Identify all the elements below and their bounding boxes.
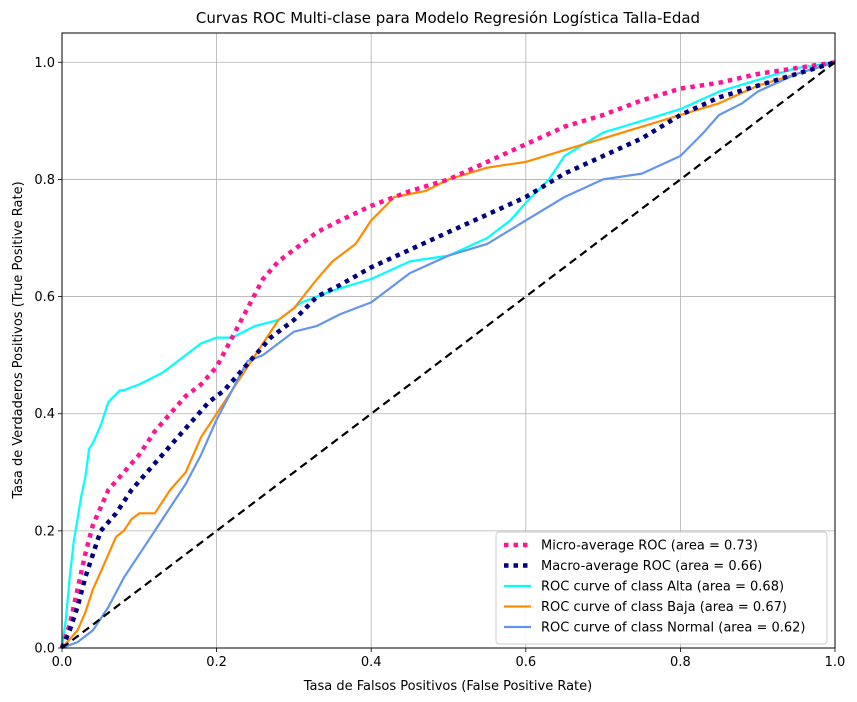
roc-curve-series-5 [61,61,836,649]
y-tick-label: 0.2 [34,524,55,539]
x-tick-label: 0.6 [515,655,536,670]
roc-curve-series-0 [59,60,836,649]
y-tick-label: 1.0 [34,56,55,71]
roc-curve-series-3 [61,61,836,649]
roc-curve-series-4 [61,61,836,650]
y-tick-label: 0.0 [34,642,55,657]
curves [59,60,836,650]
x-tick-label: 0.0 [52,655,73,670]
axis-ticks: 0.0 0.2 0.4 0.6 0.8 1.0 0.0 0.2 0.4 0.6 0.8 1.0 [34,56,845,670]
roc-curve-series-2 [60,61,836,649]
chart-title: Curvas ROC Multi-clase para Modelo Regre… [196,9,700,27]
roc-curve-series-1 [59,60,836,649]
x-tick-label: 0.4 [361,655,382,670]
legend-label: Micro-average ROC (area = 0.73) [541,539,758,554]
legend-label: ROC curve of class Baja (area = 0.67) [541,600,787,615]
legend-box [495,531,828,645]
y-tick-label: 0.8 [34,173,55,188]
legend: Micro-average ROC (area = 0.73) Macro-ave… [495,531,828,645]
y-tick-label: 0.6 [34,290,55,305]
plot-frame [61,32,836,649]
x-axis-label: Tasa de Falsos Positivos (False Positive… [303,679,592,694]
x-tick-label: 0.2 [206,655,227,670]
y-axis-label: Tasa de Verdaderos Positivos (True Posit… [11,181,26,499]
legend-label: ROC curve of class Normal (area = 0.62) [541,621,806,636]
x-tick-label: 1.0 [825,655,846,670]
legend-label: Macro-average ROC (area = 0.66) [541,559,762,574]
x-tick-label: 0.8 [670,655,691,670]
y-tick-label: 0.4 [34,407,55,422]
legend-label: ROC curve of class Alta (area = 0.68) [541,580,784,595]
